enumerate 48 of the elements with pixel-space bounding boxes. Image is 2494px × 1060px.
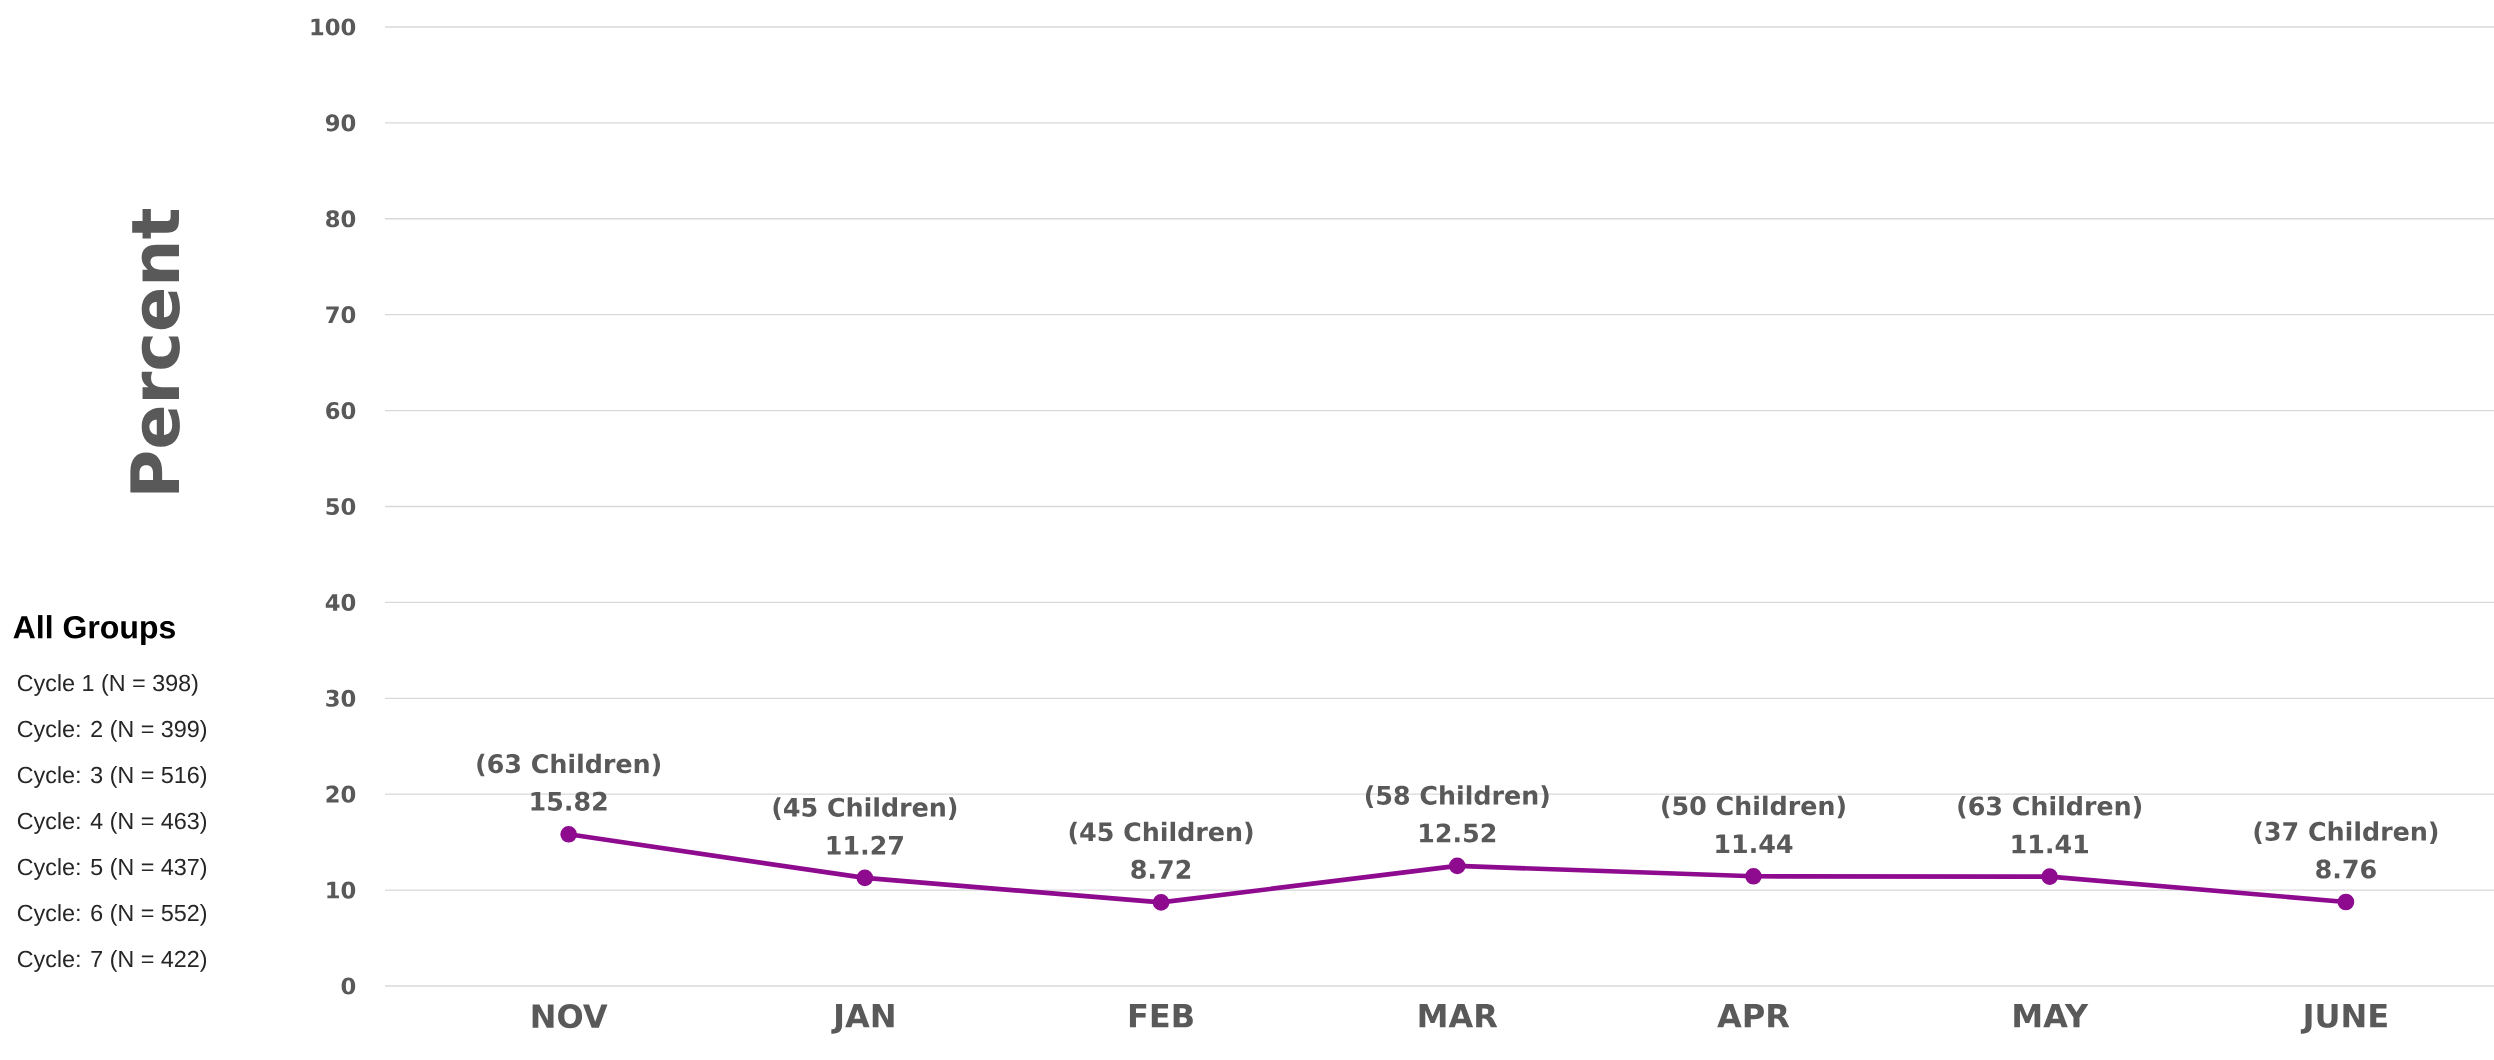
y-tick-label: 40 [325,593,356,611]
text: Cycle: 4 (N = 463) [17,812,207,834]
point [2041,868,2059,885]
y-tick-label: 90 [325,114,356,132]
annotation: (37 Children) [2254,821,2438,844]
text: Cycle: 2 (N = 399) [17,720,207,742]
point [856,869,874,887]
data-label: 15.82 [531,791,607,811]
y-tick-label: 10 [327,881,356,899]
data-label: 11.41 [2012,834,2089,854]
x-tick-label: JUNE [2300,1004,2387,1034]
x-tick-label: NOV [532,1004,608,1029]
y-tick-label: 20 [326,785,356,803]
x-tick-label: MAY [2014,1004,2089,1028]
y-tick-label: 50 [326,497,356,516]
y-tick-label: 80 [326,210,356,228]
text: Cycle: 7 (N = 422) [17,950,207,972]
point [1745,867,1762,885]
y-axis-title: Percent [130,209,180,493]
data-label: 12.52 [1420,823,1496,843]
text: Cycle: 3 (N = 516) [17,766,207,788]
x-tick-label: JAN [831,1004,894,1034]
annotation: (45 Children) [773,797,957,820]
x-tick-label: MAR [1419,1004,1498,1028]
text: Cycle 1 (N = 398) [17,674,198,696]
point [1448,857,1466,875]
annotation: (63 Children) [1958,795,2142,819]
point [2337,893,2355,911]
y-tick-label: 30 [326,689,356,707]
annotation: (63 Children) [477,753,661,777]
y-tick-label: 100 [311,18,356,36]
text: Cycle: 5 (N = 437) [17,858,207,880]
y-tick-label: 60 [326,402,356,420]
annotation: (45 Children) [1069,821,1253,845]
data-label: 8.76 [2316,859,2376,879]
text: All Groups [13,615,175,645]
y-tick-label: 0 [341,977,356,995]
text: Cycle: 6 (N = 552) [17,904,207,926]
x-tick-label: FEB [1129,1004,1193,1028]
annotation: (58 Children) [1365,785,1549,808]
point [1152,894,1170,911]
data-label: 11.44 [1716,834,1793,853]
data-label: 11.27 [827,835,903,855]
point [560,825,577,843]
x-tick-label: APR [1717,1004,1790,1028]
annotation: (50 Children) [1662,795,1845,819]
data-label: 8.72 [1131,859,1191,879]
y-tick-label: 70 [326,306,356,324]
